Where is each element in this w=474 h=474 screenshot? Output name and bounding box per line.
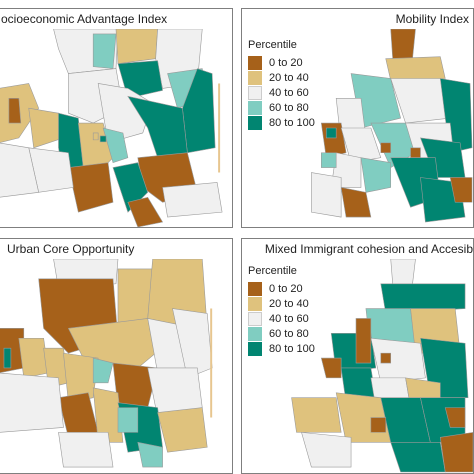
- legend-swatch: [248, 296, 262, 311]
- panel-title: Mobility Index: [395, 12, 469, 26]
- legend-title: Percentile: [248, 39, 297, 51]
- choropleth-map: [291, 259, 473, 473]
- legend-item: 80 to 100: [248, 115, 332, 130]
- map-panel-urban-core: Urban Core Opportunity: [0, 238, 233, 474]
- legend: Percentile 0 to 20 20 to 40 40 to 60 60 …: [248, 39, 332, 130]
- choropleth-map: [0, 29, 223, 227]
- legend-swatch: [248, 115, 262, 130]
- legend-swatch: [248, 85, 262, 100]
- legend-item: 20 to 40: [248, 70, 332, 85]
- panel-title: Mixed Immigrant cohesion and Accesib: [264, 242, 473, 256]
- legend-item: 0 to 20: [248, 55, 332, 70]
- legend-item: 40 to 60: [248, 311, 332, 326]
- legend-swatch: [248, 281, 262, 296]
- map-panel-mixed-immigrant: Mixed Immigrant cohesion and Accesib: [241, 238, 474, 474]
- legend-title: Percentile: [248, 265, 297, 277]
- legend-swatch: [248, 100, 262, 115]
- panel-title: Urban Core Opportunity: [7, 242, 135, 256]
- legend-item: 80 to 100: [248, 341, 332, 356]
- legend-swatch: [248, 70, 262, 85]
- legend-item: 20 to 40: [248, 296, 332, 311]
- legend-item: 60 to 80: [248, 100, 332, 115]
- legend-item: 60 to 80: [248, 326, 332, 341]
- choropleth-map: [0, 259, 213, 468]
- legend-swatch: [248, 311, 262, 326]
- panel-title: ocioeconomic Advantage Index: [1, 12, 168, 26]
- legend-swatch: [248, 341, 262, 356]
- legend-item: 0 to 20: [248, 281, 332, 296]
- legend: Percentile 0 to 20 20 to 40 40 to 60 60 …: [248, 265, 332, 356]
- legend-swatch: [248, 55, 262, 70]
- map-panel-mobility: Mobility Index Percenti: [241, 8, 474, 228]
- map-panel-socioeconomic: ocioeconomic Advantage Index: [0, 8, 233, 228]
- legend-swatch: [248, 326, 262, 341]
- choropleth-map: [311, 29, 473, 223]
- legend-item: 40 to 60: [248, 85, 332, 100]
